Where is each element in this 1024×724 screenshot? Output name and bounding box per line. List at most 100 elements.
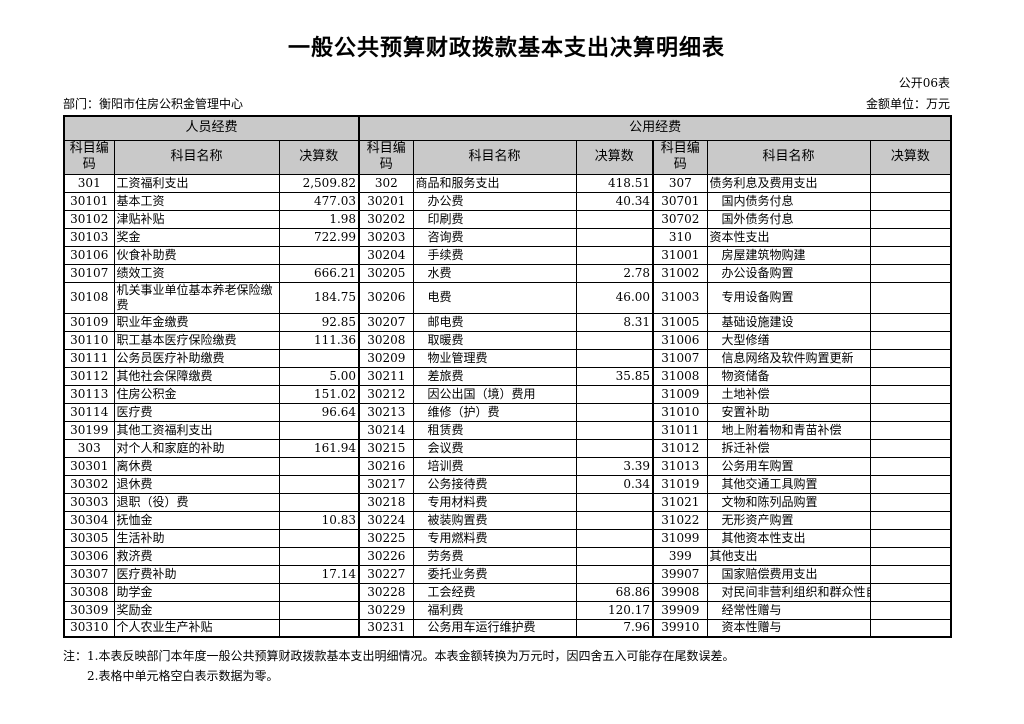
name-cell: 公务员医疗补助缴费 [113,348,280,368]
table-row: 30107 绩效工资 666.21 30205 水费 2.78 31002 办公设备购置 [63,263,952,283]
code-cell: 31099 [652,528,708,548]
value-cell [869,263,952,283]
name-cell: 手续费 [412,245,577,265]
name-cell: 水费 [412,263,577,283]
value-cell: 418.51 [575,173,654,193]
code-cell: 30701 [652,191,708,211]
name-cell: 咨询费 [412,227,577,247]
table-row: 30110 职工基本医疗保险缴费 111.36 30208 取暖费 31006 大型修缮 [63,330,952,350]
code-cell: 31009 [652,384,708,404]
table-row: 30305 生活补助 30225 专用燃料费 31099 其他资本性支出 [63,528,952,548]
code-cell: 30207 [358,312,414,332]
value-cell: 10.83 [278,510,360,530]
code-cell: 31010 [652,402,708,422]
code-cell: 30108 [63,281,115,314]
name-cell: 对民间非营利组织和群众性自 [706,582,871,602]
name-cell: 奖励金 [113,600,280,620]
name-cell: 机关事业单位基本养老保险缴 费 [113,281,280,314]
code-cell: 31002 [652,263,708,283]
code-cell: 31012 [652,438,708,458]
name-cell: 经常性赠与 [706,600,871,620]
name-cell: 会议费 [412,438,577,458]
table-row: 30101 基本工资 477.03 30201 办公费 40.34 30701 国内债务付息 [63,191,952,211]
value-cell: 184.75 [278,281,360,314]
code-cell: 39909 [652,600,708,620]
code-cell: 30226 [358,546,414,566]
note-prefix: 注： [63,649,88,663]
value-cell [278,546,360,566]
table-row: 30102 津贴补贴 1.98 30202 印刷费 30702 国外债务付息 [63,209,952,229]
code-cell: 30302 [63,474,115,494]
code-cell: 30216 [358,456,414,476]
value-cell [869,420,952,440]
value-cell [278,474,360,494]
column-header-code-1: 科目编码 [63,139,115,175]
code-cell: 30215 [358,438,414,458]
name-cell: 大型修缮 [706,330,871,350]
value-cell [575,438,654,458]
note-text: 1.本表反映部门本年度一般公共预算财政拨款基本支出明细情况。本表金额转换为万元时… [87,649,735,663]
name-cell: 公务用车购置 [706,456,871,476]
value-cell [869,281,952,314]
value-cell: 0.34 [575,474,654,494]
value-cell: 666.21 [278,263,360,283]
value-cell [575,564,654,584]
table-row: 30109 职业年金缴费 92.85 30207 邮电费 8.31 31005 基础设施建设 [63,312,952,332]
code-cell: 30229 [358,600,414,620]
name-cell: 其他工资福利支出 [113,420,280,440]
value-cell: 2,509.82 [278,173,360,193]
code-cell: 30113 [63,384,115,404]
column-header-row: 科目编码 科目名称 决算数 科目编码 科目名称 决算数 科目编码 科目名称 决算… [63,139,952,175]
name-cell: 工资福利支出 [113,173,280,193]
name-cell: 无形资产购置 [706,510,871,530]
table-row: 30106 伙食补助费 30204 手续费 31001 房屋建筑物购建 [63,245,952,265]
code-cell: 30227 [358,564,414,584]
name-cell: 办公费 [412,191,577,211]
value-cell [869,245,952,265]
value-cell [869,492,952,512]
column-header-code-3: 科目编码 [652,139,708,175]
unit-label: 金额单位：万元 [865,97,950,111]
value-cell: 3.39 [575,456,654,476]
name-cell: 抚恤金 [113,510,280,530]
code-cell: 30211 [358,366,414,386]
name-cell: 培训费 [412,456,577,476]
name-cell: 专用设备购置 [706,281,871,314]
name-cell: 专用燃料费 [412,528,577,548]
value-cell: 35.85 [575,366,654,386]
table-row: 30302 退休费 30217 公务接待费 0.34 31019 其他交通工具购置 [63,474,952,494]
name-cell: 其他资本性支出 [706,528,871,548]
value-cell [575,402,654,422]
code-cell: 30309 [63,600,115,620]
value-cell [278,600,360,620]
code-cell: 30102 [63,209,115,229]
name-cell: 物资储备 [706,366,871,386]
group-header-personnel: 人员经费 [63,115,360,141]
page-title: 一般公共预算财政拨款基本支出决算明细表 [287,35,725,61]
value-cell: 92.85 [278,312,360,332]
value-cell [869,173,952,193]
table-row: 30303 退职（役）费 30218 专用材料费 31021 文物和陈列品购置 [63,492,952,512]
code-cell: 30106 [63,245,115,265]
table-row: 30309 奖励金 30229 福利费 120.17 39909 经常性赠与 [63,600,952,620]
name-cell: 绩效工资 [113,263,280,283]
table-row: 30114 医疗费 96.64 30213 维修（护）费 31010 安置补助 [63,402,952,422]
code-cell: 30301 [63,456,115,476]
value-cell [869,348,952,368]
name-cell: 离休费 [113,456,280,476]
group-header-public: 公用经费 [358,115,952,141]
group-header-row: 人员经费 公用经费 [63,115,952,141]
value-cell [869,402,952,422]
name-cell: 资本性赠与 [706,618,871,638]
value-cell [278,420,360,440]
department-label: 部门：衡阳市住房公积金管理中心 [63,97,244,111]
code-cell: 302 [358,173,414,193]
value-cell: 17.14 [278,564,360,584]
value-cell [575,384,654,404]
code-cell: 30203 [358,227,414,247]
name-cell: 职业年金缴费 [113,312,280,332]
table-row: 30111 公务员医疗补助缴费 30209 物业管理费 31007 信息网络及软件购置更新 [63,348,952,368]
value-cell: 96.64 [278,402,360,422]
code-cell: 30225 [358,528,414,548]
name-cell: 助学金 [113,582,280,602]
